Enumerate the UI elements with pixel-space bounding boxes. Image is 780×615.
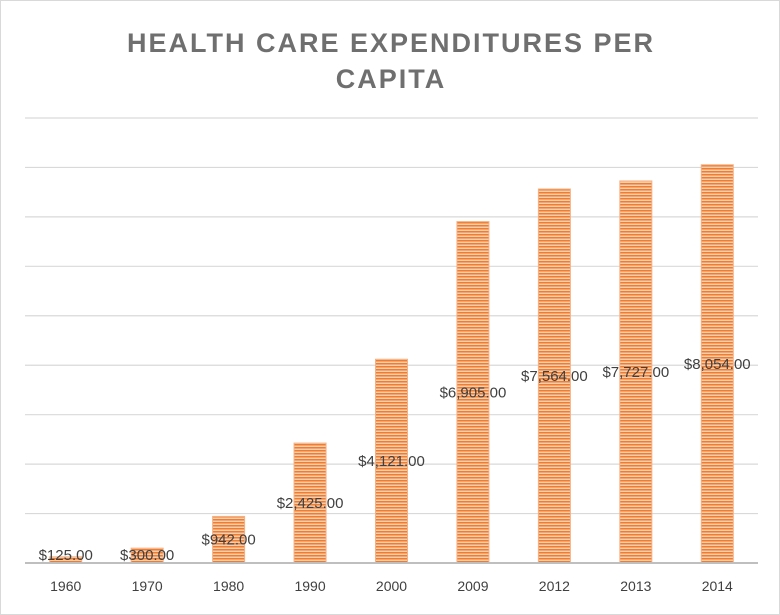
chart-title-line-1: HEALTH CARE EXPENDITURES PER	[126, 28, 656, 58]
bar	[293, 442, 327, 564]
x-tick-label: 1980	[213, 578, 244, 594]
data-label: $4,121.00	[358, 453, 425, 470]
data-label: $8,054.00	[684, 356, 751, 373]
x-tick-label: 2012	[539, 578, 570, 594]
data-label: $300.00	[120, 547, 174, 564]
bar	[537, 188, 571, 564]
x-tick-label: 2009	[457, 578, 488, 594]
chart-title-line-2: CAPITA	[335, 64, 447, 94]
data-label: $6,905.00	[440, 384, 507, 401]
bar	[456, 221, 490, 564]
data-label: $942.00	[201, 532, 255, 549]
x-tick-label: 2014	[702, 578, 733, 594]
data-label: $7,727.00	[602, 364, 669, 381]
data-label: $2,425.00	[277, 495, 344, 512]
x-tick-label: 1960	[50, 578, 81, 594]
data-labels: $125.00 $300.00 $942.00 $2,425.00 $4,121.00 $…	[39, 356, 751, 564]
x-tick-label: 2000	[376, 578, 407, 594]
x-tick-labels: 1960 1970 1980 1990 2000 2009 2012 2013 2014	[50, 578, 733, 594]
bar	[212, 515, 246, 564]
x-tick-label: 1990	[294, 578, 325, 594]
data-label: $125.00	[39, 547, 93, 564]
bar	[700, 164, 734, 564]
bar	[375, 358, 408, 564]
data-label: $7,564.00	[521, 368, 588, 385]
bar	[619, 180, 653, 564]
bar-series	[49, 164, 734, 564]
x-tick-label: 1970	[132, 578, 163, 594]
x-tick-label: 2013	[620, 578, 651, 594]
chart-title: HEALTH CARE EXPENDITURES PER CAPITA	[91, 25, 691, 97]
